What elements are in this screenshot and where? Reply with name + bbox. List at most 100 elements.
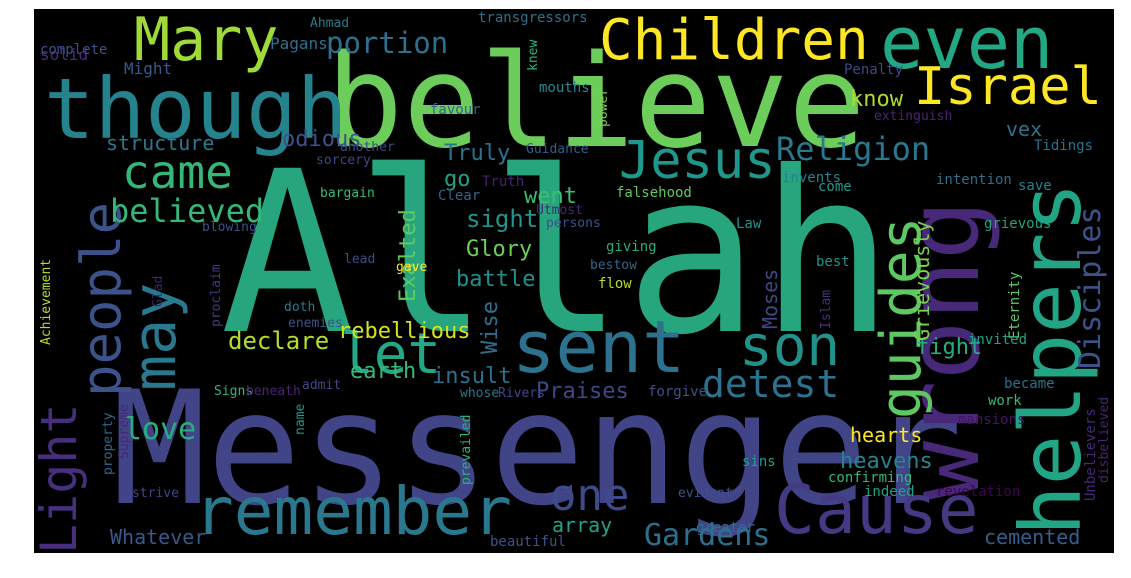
word-another: another (340, 140, 395, 155)
word-power: power (596, 87, 611, 127)
word-beneath: beneath (246, 384, 301, 399)
word-declare: declare (228, 327, 330, 355)
word-detest: detest (702, 362, 840, 406)
word-wise: Wise (478, 301, 503, 354)
word-even: even (880, 9, 1054, 85)
word-sins: sins (742, 454, 776, 470)
word-go: go (444, 167, 471, 192)
word-unbelievers: Unbelievers (1083, 408, 1099, 501)
word-odious: odious (282, 127, 362, 152)
word-extinguish: extinguish (874, 109, 953, 124)
word-grievously: Grievously (910, 220, 934, 341)
word-enemies: enemies (288, 316, 343, 331)
word-messenger: Messenger (112, 358, 963, 541)
word-confirming: confirming (828, 470, 913, 486)
word-truly: Truly (444, 141, 511, 166)
word-light: Light (34, 403, 88, 553)
word-intention: intention (936, 172, 1012, 188)
word-islam: Islam (819, 289, 834, 329)
word-eternity: Eternity (1007, 271, 1023, 339)
word-insult: insult (432, 364, 512, 389)
word-pagans: Pagans (270, 34, 328, 53)
word-evident: evident (678, 486, 733, 501)
word-transgressors: transgressors (478, 10, 588, 26)
word-work: work (988, 393, 1022, 409)
word-whose: whose (460, 386, 500, 401)
word-achievement: Achievement (39, 258, 54, 345)
word-mouths: mouths (539, 80, 590, 96)
word-sorcery: sorcery (316, 153, 371, 168)
word-indeed: indeed (864, 484, 915, 500)
word-law: Law (736, 216, 762, 232)
word-complete: complete (40, 42, 108, 58)
word-remember: remember (194, 473, 512, 550)
word-name: name (293, 403, 308, 435)
word-portion: portion (326, 26, 449, 60)
word-knew: knew (526, 39, 541, 71)
word-cemented: cemented (984, 525, 1081, 549)
word-structure: structure (106, 131, 215, 155)
word-solid: solid (40, 45, 89, 64)
word-glad: Glad (151, 275, 166, 307)
word-love: love (124, 412, 197, 447)
word-allah: Allah (220, 123, 895, 384)
word-people: people (70, 201, 133, 397)
word-sight: sight (466, 205, 539, 233)
word-lead: lead (344, 252, 376, 267)
word-bargain: bargain (320, 186, 375, 201)
word-came: came (122, 145, 233, 199)
word-israel: Israel (914, 57, 1102, 117)
word-come: come (818, 179, 852, 195)
word-might: Might (124, 59, 173, 78)
word-supreme: Supreme (117, 404, 132, 459)
word-heavens: heavens (840, 449, 933, 474)
word-gardens: Gardens (644, 518, 771, 553)
word-jesus: Jesus (619, 131, 776, 191)
word-best: best (816, 254, 850, 270)
word-became: became (1004, 376, 1055, 392)
word-glory: Glory (466, 237, 533, 262)
word-grievous: grievous (984, 216, 1052, 232)
word-admit: admit (302, 378, 342, 393)
word-mansions: mansions (958, 412, 1026, 428)
word-children: Children (599, 9, 869, 73)
word-gave: gave (396, 260, 428, 275)
word-believed: believed (110, 192, 265, 230)
word-mary: Mary (134, 9, 279, 75)
word-prevailed: prevailed (459, 414, 474, 485)
word-cloud: Allah Messenger believe wrong helpers th… (34, 9, 1114, 553)
word-falsehood: falsehood (616, 185, 692, 201)
word-religion: Religion (776, 130, 931, 168)
word-believe: believe (326, 28, 866, 177)
word-though: though (44, 60, 348, 158)
word-strive: strive (132, 486, 179, 501)
word-whatever: Whatever (110, 525, 207, 549)
word-greater: greater (696, 520, 756, 536)
word-forgive: forgive (648, 384, 708, 400)
word-fight: fight (916, 335, 983, 360)
word-persons: persons (546, 216, 601, 231)
word-beautiful: beautiful (490, 534, 566, 550)
word-clear: Clear (438, 188, 481, 204)
word-son: son (739, 314, 841, 379)
word-favour: favour (430, 102, 481, 118)
word-penalty: Penalty (844, 62, 904, 78)
word-moses: Moses (758, 268, 782, 329)
word-sent: sent (512, 305, 686, 389)
word-rebellious: rebellious (338, 319, 471, 344)
word-doth: doth (284, 300, 316, 315)
word-giving: giving (606, 239, 657, 255)
word-disbelieved: disbelieved (1097, 396, 1112, 483)
word-praises: Praises (536, 379, 629, 404)
word-cause: Cause (774, 471, 979, 550)
word-bestow: bestow (590, 258, 637, 273)
word-guidance: Guidance (526, 142, 589, 157)
word-rivers: Rivers (498, 386, 545, 401)
word-invited: invited (968, 332, 1028, 348)
word-truth: Truth (482, 174, 525, 190)
word-utmost: Utmost (536, 203, 583, 218)
word-vex: vex (1006, 117, 1043, 141)
word-let: let (340, 322, 442, 387)
word-went: went (524, 184, 577, 209)
word-invents: invents (782, 170, 842, 186)
